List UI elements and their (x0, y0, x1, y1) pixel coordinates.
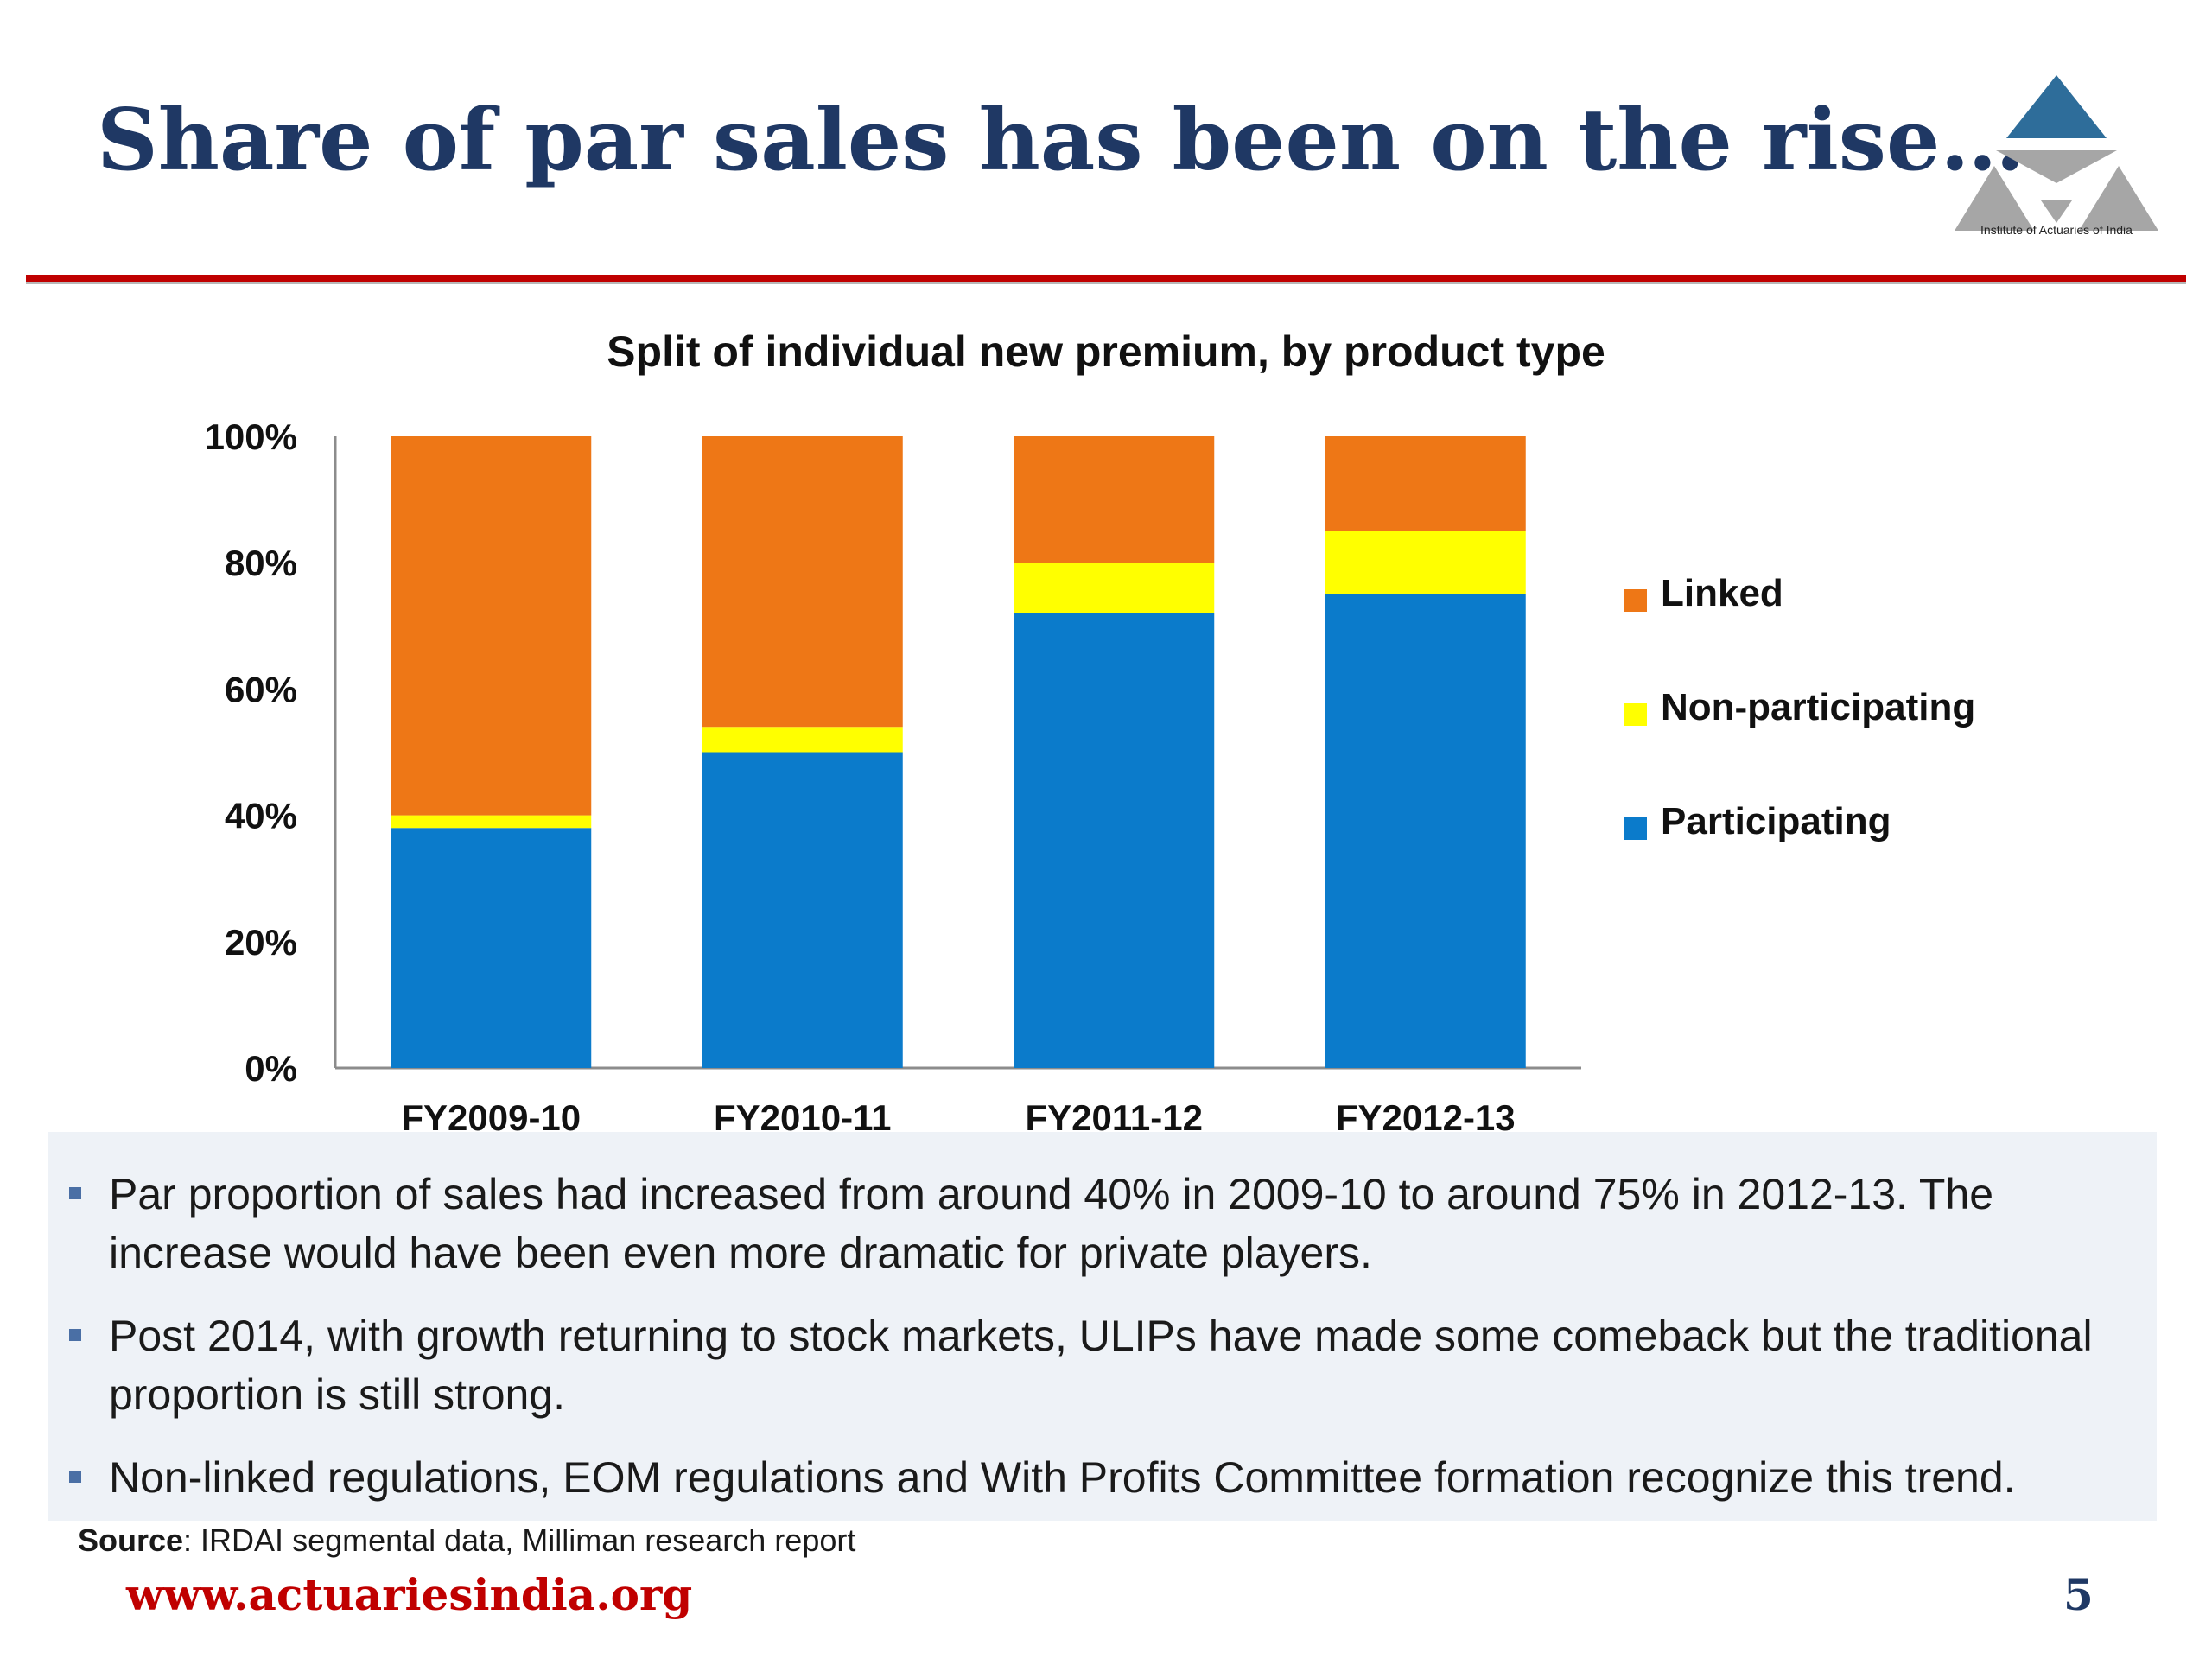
bar-segment-non-participating (1325, 531, 1526, 594)
title-divider-shadow (26, 282, 2186, 284)
bar-segment-non-participating (702, 727, 903, 753)
bullet-square-icon (69, 1187, 81, 1199)
bar-segment-participating (702, 752, 903, 1068)
bullet-text: Post 2014, with growth returning to stoc… (109, 1312, 2093, 1419)
y-tick-label: 80% (225, 543, 297, 583)
bullet-text: Non-linked regulations, EOM regulations … (109, 1453, 2016, 1502)
logo-icon (1955, 75, 2158, 231)
slide-title: Share of par sales has been on the rise… (97, 91, 2025, 190)
y-tick-label: 40% (225, 796, 297, 836)
legend-swatch (1624, 817, 1647, 840)
x-tick-label: FY2012-13 (1336, 1097, 1516, 1138)
source-text: : IRDAI segmental data, Milliman researc… (183, 1522, 856, 1558)
legend-swatch (1624, 703, 1647, 726)
y-tick-label: 20% (225, 922, 297, 963)
title-divider (26, 275, 2186, 282)
y-tick-label: 0% (245, 1048, 297, 1089)
bar-segment-linked (1325, 436, 1526, 531)
bar-segment-linked (1014, 436, 1215, 563)
legend-label: Participating (1661, 800, 1891, 842)
source-label: Source (78, 1522, 184, 1558)
source-note: Source: IRDAI segmental data, Milliman r… (78, 1522, 855, 1559)
bar-segment-participating (391, 828, 592, 1068)
bar-segment-participating (1325, 594, 1526, 1068)
logo-caption: Institute of Actuaries of India (1980, 223, 2133, 237)
logo-right-shape (2079, 166, 2158, 231)
chart-title: Split of individual new premium, by prod… (607, 327, 1605, 376)
x-tick-label: FY2010-11 (714, 1097, 892, 1138)
bullet-item: Post 2014, with growth returning to stoc… (64, 1306, 2122, 1424)
website-link[interactable]: www.actuariesindia.org (126, 1569, 693, 1620)
page-number: 5 (2063, 1569, 2094, 1620)
bar-segment-linked (391, 436, 592, 816)
x-tick-label: FY2009-10 (401, 1097, 581, 1138)
legend-label: Linked (1661, 572, 1783, 614)
stacked-bar-chart: 0% 20% 40% 60% 80% 100% FY2009-10 FY2010-11 FY20… (205, 416, 1581, 1138)
bullet-item: Par proportion of sales had increased fr… (64, 1165, 2122, 1282)
logo-top-triangle (2006, 75, 2107, 138)
bullet-text: Par proportion of sales had increased fr… (109, 1170, 1994, 1277)
bullet-square-icon (69, 1329, 81, 1341)
logo-bottom-shape (2041, 200, 2072, 223)
legend-swatch (1624, 589, 1647, 612)
logo-middle-shape (1996, 150, 2117, 183)
bar-segment-participating (1014, 613, 1215, 1068)
bar-segment-linked (702, 436, 903, 728)
x-tick-label: FY2011-12 (1026, 1097, 1204, 1138)
logo-left-shape (1955, 166, 2034, 231)
bar-segment-non-participating (1014, 563, 1215, 613)
notes-panel: Par proportion of sales had increased fr… (48, 1132, 2157, 1521)
bullet-square-icon (69, 1471, 81, 1483)
y-tick-label: 60% (225, 669, 297, 709)
bullet-item: Non-linked regulations, EOM regulations … (64, 1448, 2122, 1507)
y-tick-label: 100% (205, 416, 297, 457)
legend-label: Non-participating (1661, 686, 1976, 728)
bar-segment-non-participating (391, 815, 592, 829)
